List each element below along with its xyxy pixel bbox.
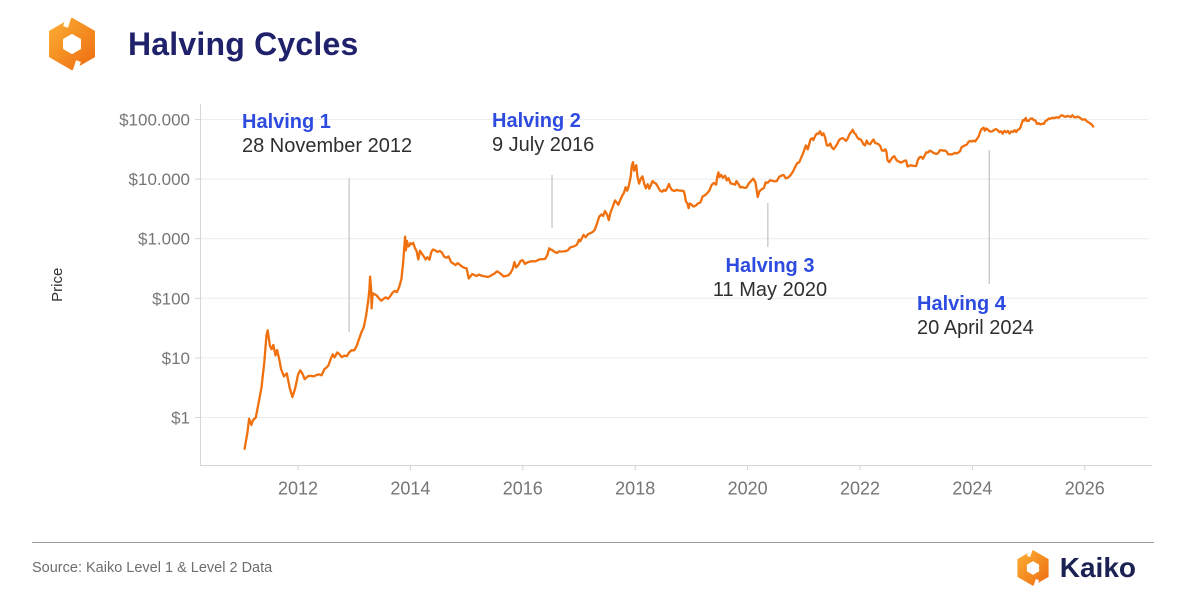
- y-tick-label: $100: [152, 289, 190, 308]
- page-title: Halving Cycles: [128, 25, 359, 62]
- halving-3-date: 11 May 2020: [712, 279, 828, 301]
- source-text: Source: Kaiko Level 1 & Level 2 Data: [32, 560, 273, 576]
- halving-2-date: 9 July 2016: [492, 134, 595, 156]
- y-tick-label: $1.000: [138, 230, 190, 249]
- annotation-halving-1: Halving 1 28 November 2012: [242, 110, 412, 158]
- btc-price-line: [243, 114, 1095, 450]
- x-tick-label: 2024: [952, 479, 992, 499]
- halving-4-date: 20 April 2024: [917, 317, 1034, 339]
- footer-brand: Kaiko: [1014, 549, 1136, 587]
- footer-divider: [32, 542, 1154, 543]
- halving-1-label: Halving 1: [242, 111, 331, 133]
- halving-3-label: Halving 3: [725, 255, 815, 277]
- halving-1-date: 28 November 2012: [242, 135, 413, 157]
- x-tick-label: 2022: [840, 479, 880, 499]
- x-tick-label: 2026: [1065, 479, 1105, 499]
- annotation-halving-2: Halving 2 9 July 2016: [492, 109, 594, 157]
- y-axis-title: Price: [49, 268, 66, 302]
- y-tick-label: $10: [162, 349, 190, 368]
- x-tick-label: 2016: [503, 479, 543, 499]
- kaiko-logo-icon: [49, 16, 95, 72]
- y-tick-label: $10.000: [129, 170, 190, 189]
- x-tick-label: 2012: [278, 479, 318, 499]
- header: Halving Cycles: [44, 16, 358, 72]
- brand-name: Kaiko: [1059, 552, 1136, 583]
- annotation-halving-4: Halving 4 20 April 2024: [917, 292, 1034, 340]
- x-tick-label: 2018: [615, 479, 655, 499]
- annotation-halving-3: Halving 3 11 May 2020: [713, 254, 827, 302]
- x-tick-label: 2014: [390, 479, 430, 499]
- halving-2-label: Halving 2: [492, 110, 581, 132]
- x-tick-label: 2020: [728, 479, 768, 499]
- y-tick-label: $100.000: [119, 111, 190, 130]
- halving-4-label: Halving 4: [917, 293, 1006, 315]
- kaiko-footer-logo-icon: [1017, 549, 1049, 587]
- y-tick-label: $1: [171, 409, 190, 428]
